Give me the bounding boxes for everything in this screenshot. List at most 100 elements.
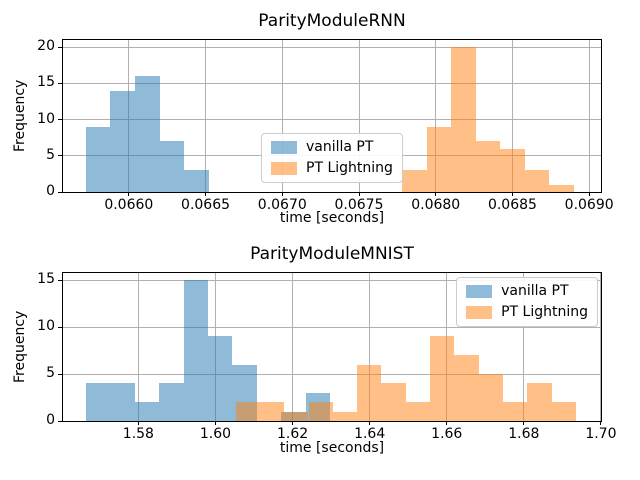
legend-top: vanilla PT PT Lightning — [261, 133, 403, 183]
hist-bar-pt-lightning — [451, 47, 476, 192]
legend-label-vanilla-pt: vanilla PT — [306, 139, 374, 155]
gridline-vertical — [588, 40, 590, 192]
gridline-vertical — [435, 40, 437, 192]
y-tick-mark — [58, 279, 62, 281]
legend-item-vanilla-pt: vanilla PT — [271, 139, 393, 156]
hist-bar-pt-lightning — [357, 364, 382, 421]
gridline-vertical — [369, 273, 371, 421]
x-tick-mark — [369, 421, 371, 425]
x-tick-mark — [588, 192, 590, 196]
hist-bar-pt-lightning — [426, 126, 452, 192]
gridline-vertical — [600, 273, 602, 421]
y-tick-label: 5 — [46, 365, 55, 382]
legend-item-pt-lightning: PT Lightning — [271, 160, 393, 177]
gridline-vertical — [281, 40, 283, 192]
x-tick-mark — [511, 192, 513, 196]
hist-bar-pt-lightning — [500, 148, 525, 192]
gridline-horizontal — [63, 46, 601, 48]
legend-label-pt-lightning: PT Lightning — [306, 160, 393, 176]
y-tick-label: 10 — [37, 110, 55, 127]
hist-bar-pt-lightning — [332, 411, 358, 421]
hist-bar-vanilla-pt — [159, 383, 184, 421]
gridline-vertical — [205, 40, 207, 192]
gridline-vertical — [511, 40, 513, 192]
x-tick-label: 0.0675 — [334, 197, 384, 213]
hist-bar-vanilla-pt — [159, 141, 185, 192]
gridline-vertical — [292, 273, 294, 421]
x-tick-mark — [523, 421, 525, 425]
legend-swatch-vanilla-pt — [466, 285, 493, 298]
hist-bar-pt-lightning — [430, 336, 455, 421]
hist-bar-vanilla-pt — [110, 383, 135, 421]
x-tick-mark — [137, 421, 139, 425]
hist-bar-pt-lightning — [524, 170, 550, 192]
hist-bar-pt-lightning — [503, 402, 528, 421]
x-tick-mark — [205, 192, 207, 196]
x-tick-label: 0.0690 — [564, 197, 614, 213]
hist-bar-vanilla-pt — [134, 76, 160, 192]
y-tick-label: 0 — [46, 412, 55, 428]
x-tick-label: 0.0670 — [257, 197, 307, 213]
y-tick-mark — [58, 155, 62, 157]
gridline-vertical — [358, 40, 360, 192]
x-axis-label-bottom: time [seconds] — [279, 440, 385, 456]
y-tick-label: 10 — [37, 318, 55, 335]
chart-title-parity-module-mnist: ParityModuleMNIST — [250, 244, 414, 264]
hist-bar-pt-lightning — [284, 411, 309, 421]
plot-area-parity-module-rnn: vanilla PT PT Lightning 0.0660 0.0665 0.067… — [37, 38, 614, 212]
gridline-vertical — [523, 273, 525, 421]
hist-bar-pt-lightning — [259, 402, 285, 421]
hist-bar-pt-lightning — [478, 374, 504, 421]
y-tick-mark — [58, 191, 62, 193]
x-tick-label: 1.64 — [354, 426, 386, 442]
y-tick-mark — [58, 420, 62, 422]
y-tick-label: 20 — [37, 38, 55, 55]
y-tick-mark — [58, 326, 62, 328]
legend-bottom: vanilla PT PT Lightning — [456, 277, 598, 327]
legend-label-vanilla-pt: vanilla PT — [501, 283, 569, 299]
y-tick-label: 15 — [37, 271, 55, 288]
legend-swatch-pt-lightning — [271, 162, 297, 175]
hist-bar-pt-lightning — [235, 402, 260, 421]
hist-bar-pt-lightning — [381, 383, 406, 421]
gridline-horizontal — [63, 279, 601, 281]
hist-bar-pt-lightning — [454, 355, 479, 421]
y-tick-mark — [58, 373, 62, 375]
x-tick-label: 1.68 — [508, 426, 540, 442]
x-tick-mark — [128, 192, 130, 196]
gridline-horizontal — [63, 326, 601, 328]
y-tick-mark — [58, 119, 62, 121]
hist-bar-pt-lightning — [527, 383, 552, 421]
x-tick-label: 1.58 — [122, 426, 154, 442]
y-tick-mark — [58, 46, 62, 48]
chart-title-parity-module-rnn: ParityModuleRNN — [258, 11, 406, 31]
legend-swatch-pt-lightning — [466, 306, 493, 319]
x-tick-mark — [435, 192, 437, 196]
hist-bar-vanilla-pt — [134, 402, 160, 421]
hist-bar-vanilla-pt — [110, 90, 135, 192]
legend-label-pt-lightning: PT Lightning — [501, 304, 588, 320]
hist-bar-vanilla-pt — [85, 126, 111, 192]
legend-item-vanilla-pt: vanilla PT — [466, 283, 588, 300]
y-tick-mark — [58, 82, 62, 84]
hist-bar-pt-lightning — [549, 184, 574, 192]
x-tick-label: 0.0665 — [181, 197, 231, 213]
hist-bar-vanilla-pt — [183, 280, 208, 421]
x-axis-label-top: time [seconds] — [279, 210, 385, 226]
y-axis-label-bottom: Frequency — [12, 310, 28, 384]
y-tick-label: 15 — [37, 74, 55, 91]
hist-bar-pt-lightning — [551, 402, 577, 421]
hist-bar-pt-lightning — [475, 141, 501, 192]
gridline-horizontal — [63, 119, 601, 121]
x-tick-mark — [358, 192, 360, 196]
hist-bar-pt-lightning — [401, 170, 427, 192]
x-tick-mark — [600, 421, 602, 425]
x-tick-mark — [446, 421, 448, 425]
x-tick-label: 1.62 — [276, 426, 309, 442]
hist-bar-vanilla-pt — [184, 170, 209, 192]
hist-bar-vanilla-pt — [207, 336, 233, 421]
x-tick-mark — [214, 421, 216, 425]
gridline-horizontal — [63, 373, 601, 375]
x-tick-label: 1.66 — [431, 426, 463, 442]
